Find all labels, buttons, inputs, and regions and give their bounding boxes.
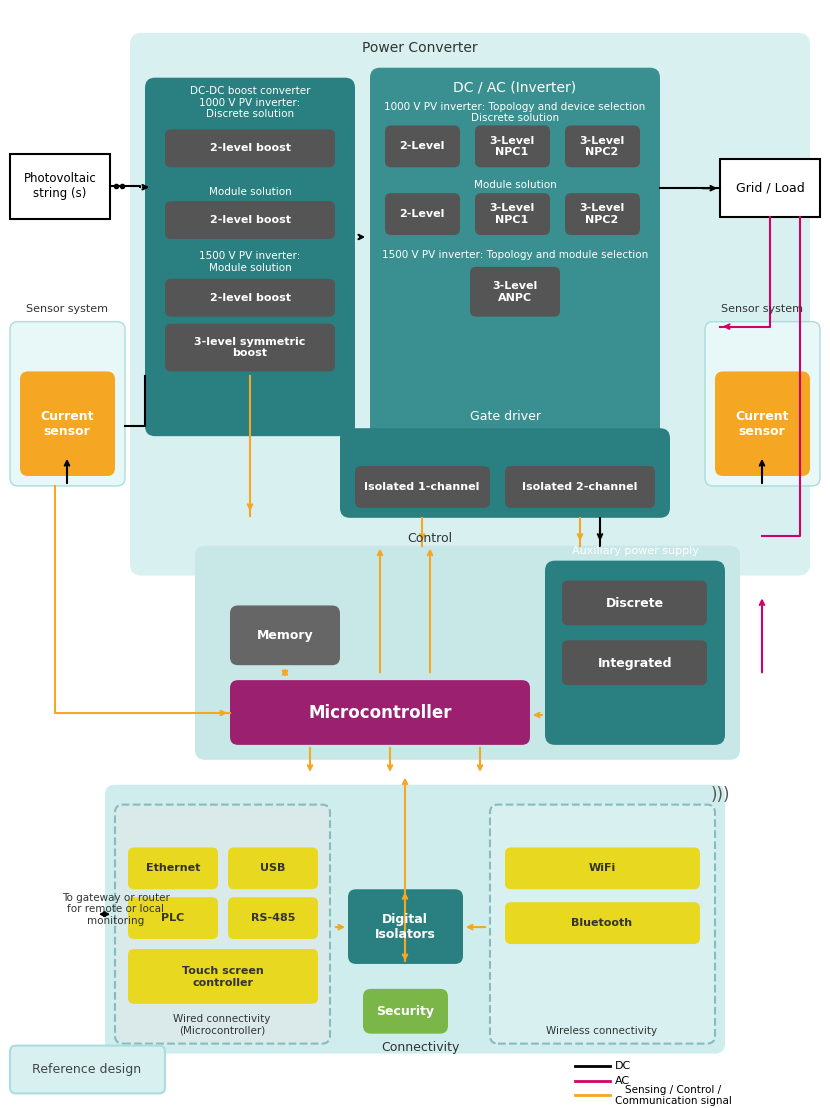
Text: Connectivity: Connectivity <box>381 1040 459 1054</box>
FancyBboxPatch shape <box>705 321 820 486</box>
Text: RS-485: RS-485 <box>251 913 295 923</box>
FancyBboxPatch shape <box>10 321 125 486</box>
Text: 1500 V PV inverter:
Module solution: 1500 V PV inverter: Module solution <box>199 252 300 273</box>
Text: 2-Level: 2-Level <box>399 142 445 152</box>
Text: Touch screen
controller: Touch screen controller <box>182 966 264 987</box>
Text: Integrated: Integrated <box>598 657 672 669</box>
Text: Sensor system: Sensor system <box>721 304 803 314</box>
FancyBboxPatch shape <box>370 68 660 447</box>
Text: Ethernet: Ethernet <box>146 863 200 873</box>
FancyBboxPatch shape <box>228 897 318 940</box>
FancyBboxPatch shape <box>385 125 460 167</box>
Text: Wired connectivity
(Microcontroller): Wired connectivity (Microcontroller) <box>173 1014 271 1036</box>
FancyBboxPatch shape <box>20 371 115 476</box>
FancyBboxPatch shape <box>165 279 335 317</box>
FancyBboxPatch shape <box>565 193 640 235</box>
Text: Grid / Load: Grid / Load <box>735 182 804 195</box>
FancyBboxPatch shape <box>470 267 560 317</box>
FancyBboxPatch shape <box>115 804 330 1044</box>
Text: Isolated 1-channel: Isolated 1-channel <box>364 482 480 492</box>
Text: DC-DC boost converter
1000 V PV inverter:
Discrete solution: DC-DC boost converter 1000 V PV inverter… <box>190 86 310 120</box>
FancyBboxPatch shape <box>230 680 530 745</box>
Text: Power Converter: Power Converter <box>362 41 478 54</box>
Bar <box>720 160 820 217</box>
Text: Isolated 2-channel: Isolated 2-channel <box>522 482 637 492</box>
Text: PLC: PLC <box>161 913 184 923</box>
FancyBboxPatch shape <box>128 848 218 890</box>
FancyBboxPatch shape <box>385 193 460 235</box>
Text: Security: Security <box>376 1005 434 1018</box>
Text: Memory: Memory <box>256 629 313 642</box>
Text: To gateway or router
for remote or local
monitoring: To gateway or router for remote or local… <box>62 893 170 926</box>
Text: Module solution: Module solution <box>474 181 556 191</box>
Text: Sensor system: Sensor system <box>26 304 108 314</box>
FancyBboxPatch shape <box>230 605 340 665</box>
FancyBboxPatch shape <box>475 125 550 167</box>
Text: 1000 V PV inverter: Topology and device selection
Discrete solution: 1000 V PV inverter: Topology and device … <box>384 102 646 123</box>
Text: Module solution: Module solution <box>208 187 291 197</box>
FancyBboxPatch shape <box>505 466 655 507</box>
Text: Current
sensor: Current sensor <box>735 410 788 439</box>
Text: 3-Level
NPC2: 3-Level NPC2 <box>579 203 625 225</box>
Text: Sensing / Control /
Communication signal: Sensing / Control / Communication signal <box>615 1085 732 1106</box>
Text: 2-Level: 2-Level <box>399 209 445 219</box>
Text: 2-level boost: 2-level boost <box>209 215 290 225</box>
Text: ))): ))) <box>710 786 730 803</box>
FancyBboxPatch shape <box>165 202 335 239</box>
FancyBboxPatch shape <box>128 950 318 1004</box>
Text: Auxiliary power supply: Auxiliary power supply <box>572 545 698 556</box>
Text: 3-Level
NPC1: 3-Level NPC1 <box>490 203 535 225</box>
Text: 1500 V PV inverter: Topology and module selection: 1500 V PV inverter: Topology and module … <box>382 250 648 260</box>
FancyBboxPatch shape <box>165 130 335 167</box>
Text: Gate driver: Gate driver <box>470 410 540 423</box>
Text: Reference design: Reference design <box>32 1063 142 1076</box>
FancyBboxPatch shape <box>475 193 550 235</box>
Text: Wireless connectivity: Wireless connectivity <box>546 1026 657 1036</box>
Text: Control: Control <box>408 532 452 545</box>
Text: Photovoltaic
string (s): Photovoltaic string (s) <box>23 172 96 201</box>
FancyBboxPatch shape <box>565 125 640 167</box>
Text: 3-Level
NPC2: 3-Level NPC2 <box>579 135 625 157</box>
Text: 3-Level
ANPC: 3-Level ANPC <box>492 281 538 302</box>
Text: 2-level boost: 2-level boost <box>209 293 290 302</box>
Text: 3-Level
NPC1: 3-Level NPC1 <box>490 135 535 157</box>
FancyBboxPatch shape <box>195 546 740 760</box>
Text: AC: AC <box>615 1077 630 1087</box>
FancyBboxPatch shape <box>490 804 715 1044</box>
FancyBboxPatch shape <box>562 581 707 625</box>
FancyBboxPatch shape <box>340 428 670 517</box>
Text: Bluetooth: Bluetooth <box>571 919 632 929</box>
Text: Current
sensor: Current sensor <box>40 410 94 439</box>
FancyBboxPatch shape <box>505 902 700 944</box>
FancyBboxPatch shape <box>228 848 318 890</box>
FancyBboxPatch shape <box>363 988 448 1034</box>
FancyBboxPatch shape <box>128 897 218 940</box>
Text: Microcontroller: Microcontroller <box>308 704 452 722</box>
FancyBboxPatch shape <box>165 324 335 371</box>
FancyBboxPatch shape <box>545 561 725 745</box>
Text: DC / AC (Inverter): DC / AC (Inverter) <box>453 81 577 94</box>
FancyBboxPatch shape <box>130 33 810 575</box>
Bar <box>10 154 110 219</box>
Text: Digital
Isolators: Digital Isolators <box>374 913 436 941</box>
Text: 2-level boost: 2-level boost <box>209 143 290 153</box>
FancyBboxPatch shape <box>715 371 810 476</box>
Text: USB: USB <box>261 863 286 873</box>
Text: Discrete: Discrete <box>606 597 664 611</box>
Text: DC: DC <box>615 1060 632 1070</box>
FancyBboxPatch shape <box>10 1046 165 1094</box>
FancyBboxPatch shape <box>355 466 490 507</box>
FancyBboxPatch shape <box>145 78 355 437</box>
FancyBboxPatch shape <box>105 784 725 1054</box>
FancyBboxPatch shape <box>505 848 700 890</box>
Text: WiFi: WiFi <box>588 863 616 873</box>
Text: 3-level symmetric
boost: 3-level symmetric boost <box>194 337 305 358</box>
FancyBboxPatch shape <box>348 890 463 964</box>
FancyBboxPatch shape <box>562 640 707 685</box>
